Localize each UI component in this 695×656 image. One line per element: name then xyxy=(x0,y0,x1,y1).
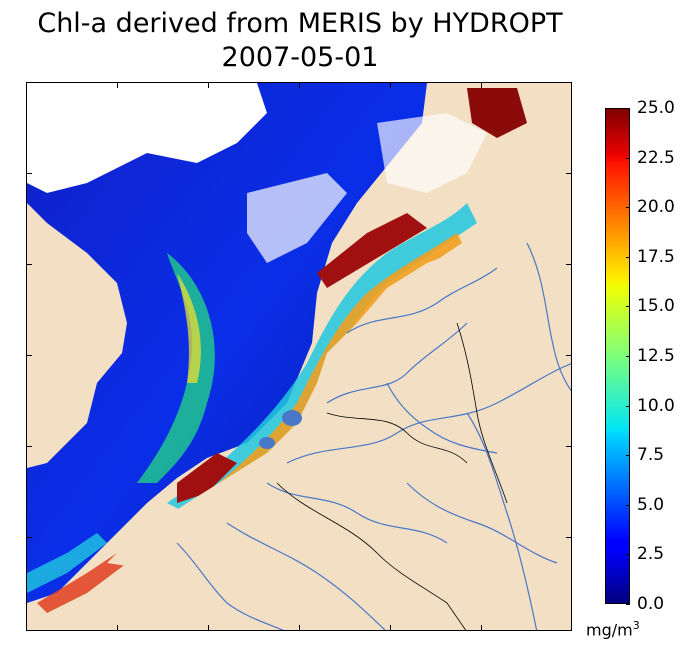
tick-left-5 xyxy=(26,537,32,538)
tick-right-3 xyxy=(566,355,572,356)
map-canvas xyxy=(27,83,571,630)
colorbar-tick xyxy=(626,554,630,556)
colorbar-tick-label: 22.5 xyxy=(637,147,675,168)
colorbar-tick xyxy=(626,356,630,357)
chlorophyll-map xyxy=(26,82,572,631)
colorbar-tick-label: 0.0 xyxy=(637,594,665,614)
tick-bottom-3 xyxy=(299,625,300,631)
tick-right-4 xyxy=(566,446,572,447)
colorbar-units: mg/m3 xyxy=(586,619,640,640)
colorbar-tick-label: 17.5 xyxy=(637,246,675,267)
tick-bottom-4 xyxy=(390,625,391,631)
tick-left-4 xyxy=(26,446,32,447)
colorbar-tick-label: 7.5 xyxy=(637,445,665,466)
colorbar-tick xyxy=(626,604,630,605)
colorbar-gradient xyxy=(606,109,629,603)
colorbar-tick xyxy=(626,108,630,109)
rivers xyxy=(176,242,571,630)
high-chl-patch-wadden xyxy=(317,213,427,288)
colorbar-tick xyxy=(626,455,630,457)
tick-left-1 xyxy=(26,173,32,174)
tick-bottom-2 xyxy=(208,625,209,631)
high-chl-patch-germanbight xyxy=(467,88,527,138)
map-title: Chl-a derived from MERIS by HYDROPT xyxy=(37,8,563,39)
high-chl-patch-belgium xyxy=(177,453,237,503)
tick-top-4 xyxy=(390,82,391,88)
continent-land xyxy=(107,175,571,630)
cloud-area xyxy=(27,83,267,193)
tick-left-3 xyxy=(26,355,32,356)
colorbar-tick xyxy=(626,405,630,407)
colorbar-tick xyxy=(626,207,630,209)
tick-right-1 xyxy=(566,173,572,174)
map-date: 2007-05-01 xyxy=(221,42,379,73)
colorbar-tick-label: 15.0 xyxy=(637,296,675,317)
tick-top-3 xyxy=(299,82,300,88)
colorbar-tick-label: 2.5 xyxy=(637,544,665,565)
tick-right-5 xyxy=(566,537,572,538)
tick-bottom-5 xyxy=(481,625,482,631)
england-land xyxy=(27,203,127,468)
tick-top-2 xyxy=(208,82,209,88)
colorbar-tick-label: 5.0 xyxy=(637,494,665,515)
borders xyxy=(276,322,508,630)
colorbar-tick-label: 20.0 xyxy=(637,197,675,218)
colorbar-tick xyxy=(626,256,630,258)
tick-top-5 xyxy=(481,82,482,88)
colorbar-tick-label: 25.0 xyxy=(637,98,675,118)
tick-right-2 xyxy=(566,264,572,265)
colorbar-tick xyxy=(626,504,630,506)
colorbar-tick xyxy=(626,306,630,308)
colorbar-tick xyxy=(626,157,630,159)
colorbar-tick-label: 10.0 xyxy=(637,395,675,416)
tick-top-1 xyxy=(117,82,118,88)
tick-left-2 xyxy=(26,264,32,265)
tick-bottom-1 xyxy=(117,625,118,631)
colorbar-tick-label: 12.5 xyxy=(637,346,675,366)
lake-ijsselmeer xyxy=(282,410,302,426)
